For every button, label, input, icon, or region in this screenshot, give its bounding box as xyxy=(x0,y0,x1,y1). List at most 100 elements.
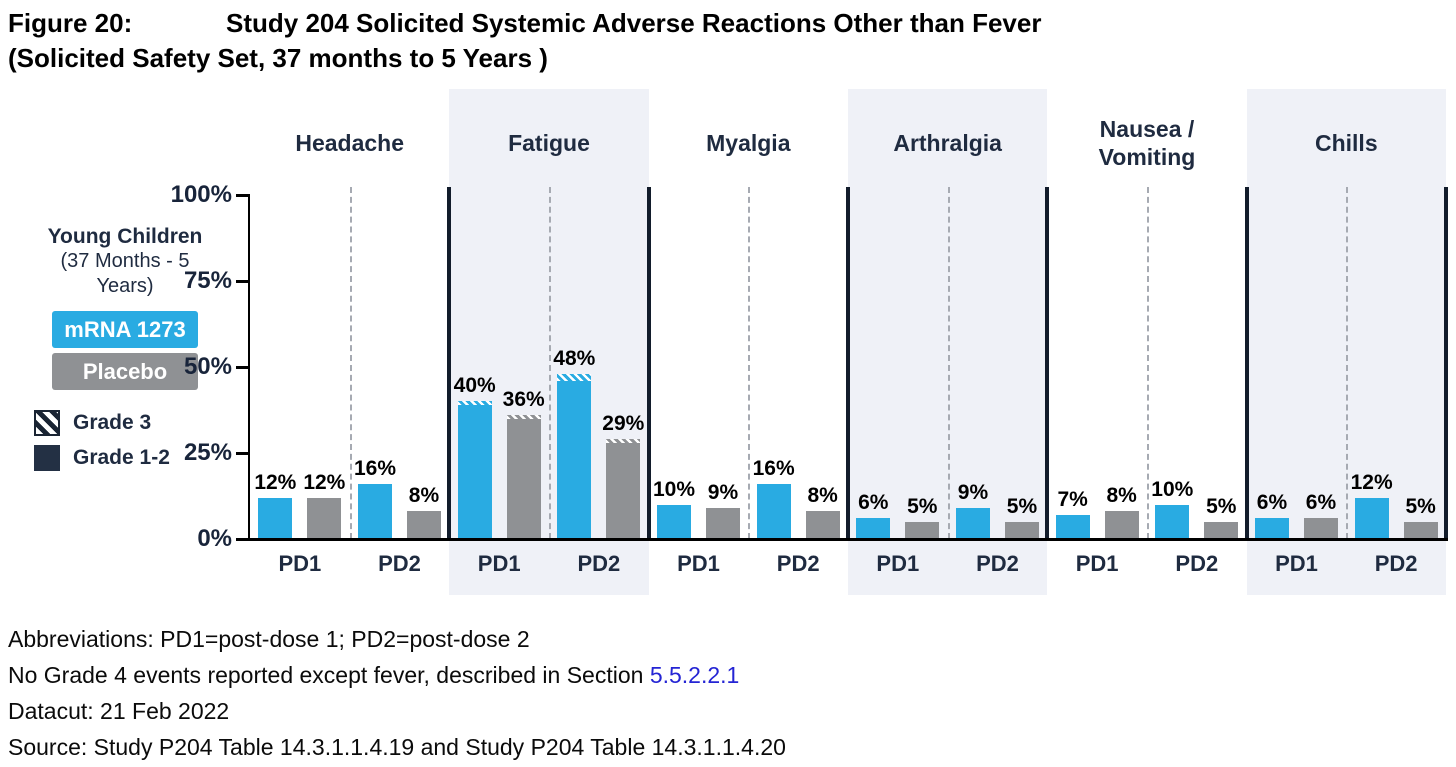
dose-label: PD2 xyxy=(976,551,1019,576)
footnote-datacut: Datacut: 21 Feb 2022 xyxy=(8,698,230,724)
bar-value-label: 6% xyxy=(1305,491,1337,515)
bar-group-pd2: 16% 8% xyxy=(350,195,450,539)
panel-separator xyxy=(447,187,452,539)
bar-value-label: 36% xyxy=(502,388,545,412)
bar-placebo: 36% xyxy=(503,388,545,539)
bar-mrna-1273: 6% xyxy=(856,491,891,539)
footnote-grade4: No Grade 4 events reported except fever,… xyxy=(8,657,786,693)
bar-placebo: 29% xyxy=(602,412,644,539)
panel-xlabels: PD1 PD2 xyxy=(848,551,1047,577)
panel-header: Chills xyxy=(1314,130,1378,156)
grade3-segment xyxy=(506,415,541,419)
y-tick-label: 75% xyxy=(183,267,232,294)
bar-group-pd1: 7% 8% xyxy=(1047,195,1147,539)
figure-number: Figure 20: xyxy=(8,8,133,38)
footnote-abbreviations: Abbreviations: PD1=post-dose 1; PD2=post… xyxy=(8,626,530,652)
bar-value-label: 7% xyxy=(1057,487,1088,511)
dose-label: PD1 xyxy=(876,551,920,576)
figure-title-text: Study 204 Solicited Systemic Adverse Rea… xyxy=(226,8,1042,38)
bar-value-label: 48% xyxy=(553,346,596,370)
bar-value-label: 5% xyxy=(1206,494,1237,518)
bar-value-label: 8% xyxy=(807,484,838,508)
dose-divider-line xyxy=(947,187,950,539)
bar-value-label: 12% xyxy=(1350,470,1393,494)
panel-separator xyxy=(845,187,850,539)
bar-value-label: 29% xyxy=(602,412,645,436)
panels: Headache 12% 12% 16% 8% PD1 PD2 Fatigue 40% 36% 48… xyxy=(250,89,1448,595)
panel-header: Arthralgia xyxy=(893,130,1002,156)
bar-placebo: 5% xyxy=(1204,495,1239,539)
figure-subtitle: (Solicited Safety Set, 37 months to 5 Ye… xyxy=(8,43,548,73)
panel-arthralgia: Arthralgia 6% 5% 9% 5% PD1 PD2 xyxy=(847,89,1050,595)
bar-group-pd1: 10% 9% xyxy=(649,195,749,539)
bar-group-pd2: 12% 5% xyxy=(1346,195,1446,539)
dose-label: PD1 xyxy=(1275,551,1318,576)
y-tick-mark xyxy=(236,193,250,197)
panel-plot: 6% 6% 12% 5% xyxy=(1247,187,1446,539)
grade12-swatch-icon xyxy=(34,445,60,471)
grade3-hatch-icon xyxy=(34,410,60,436)
bar-placebo: 9% xyxy=(705,481,740,539)
dose-label: PD1 xyxy=(1075,551,1119,576)
y-tick-label: 100% xyxy=(170,181,232,208)
grade3-segment xyxy=(457,401,492,405)
bar-value-label: 6% xyxy=(1256,491,1288,515)
panel-xlabels: PD1 PD2 xyxy=(250,551,449,577)
footnote-source: Source: Study P204 Table 14.3.1.1.4.19 a… xyxy=(8,734,786,760)
dose-divider-line xyxy=(548,187,551,539)
dose-label: PD1 xyxy=(477,551,521,576)
bar-value-label: 9% xyxy=(707,481,739,505)
figure-title-line1: Figure 20: Study 204 Solicited Systemic A… xyxy=(8,6,1041,41)
bar-group-pd2: 10% 5% xyxy=(1147,195,1247,539)
dose-divider-line xyxy=(1346,187,1349,539)
figure-title-block: Figure 20: Study 204 Solicited Systemic A… xyxy=(8,6,1041,76)
dose-label: PD2 xyxy=(378,551,421,576)
bar-value-label: 5% xyxy=(1405,494,1436,518)
panel-myalgia: Myalgia 10% 9% 16% 8% PD1 PD2 xyxy=(649,89,850,595)
legend-grade12-row: Grade 1-2 xyxy=(34,445,250,471)
panel-header: Myalgia xyxy=(706,130,791,156)
bar-mrna-1273: 7% xyxy=(1055,488,1090,539)
bar-value-label: 8% xyxy=(1106,484,1137,508)
dose-label: PD1 xyxy=(677,551,720,576)
y-tick-label: 25% xyxy=(183,439,232,466)
bar-value-label: 10% xyxy=(652,477,695,501)
y-axis: 100% 75% 50% 25% 0% xyxy=(0,89,250,595)
bar-mrna-1273: 16% xyxy=(753,457,795,539)
dose-label: PD1 xyxy=(278,551,322,576)
bar-mrna-1273: 9% xyxy=(955,481,990,539)
panel-plot: 12% 12% 16% 8% xyxy=(250,187,450,539)
panel-header: Headache xyxy=(295,130,404,156)
bar-value-label: 8% xyxy=(408,484,440,508)
dose-label: PD2 xyxy=(577,551,621,576)
y-tick-mark xyxy=(236,365,250,369)
bar-value-label: 9% xyxy=(957,481,989,505)
panel-plot: 10% 9% 16% 8% xyxy=(649,187,848,539)
panel-separator xyxy=(1244,187,1249,539)
bar-placebo: 12% xyxy=(303,471,345,539)
section-link[interactable]: 5.5.2.2.1 xyxy=(649,662,740,688)
grade3-segment xyxy=(606,439,641,443)
bar-value-label: 16% xyxy=(752,456,795,480)
panel-xlabels: PD1 PD2 xyxy=(649,551,848,577)
dose-divider-line xyxy=(1146,187,1149,539)
panel-plot: 7% 8% 10% 5% xyxy=(1047,187,1247,539)
y-tick-label: 0% xyxy=(197,525,232,552)
legend-group-subtitle-2: Years) xyxy=(96,275,154,297)
bar-mrna-1273: 12% xyxy=(254,471,296,539)
dose-label: PD2 xyxy=(1374,551,1418,576)
panel-xlabels: PD1 PD2 xyxy=(1047,551,1246,577)
bar-placebo: 8% xyxy=(1104,484,1139,539)
y-tick-mark xyxy=(236,451,250,455)
bar-placebo: 8% xyxy=(805,484,840,539)
y-tick-mark xyxy=(236,537,250,541)
dose-label: PD2 xyxy=(776,551,820,576)
panel-headache: Headache 12% 12% 16% 8% PD1 PD2 xyxy=(250,89,452,595)
panel-fatigue: Fatigue 40% 36% 48% 29% PD1 PD2 xyxy=(449,89,651,595)
bar-mrna-1273: 12% xyxy=(1351,471,1393,539)
bar-mrna-1273: 10% xyxy=(653,478,695,539)
panel-header: Nausea / Vomiting xyxy=(1098,116,1196,170)
grade3-segment xyxy=(557,373,592,381)
dose-divider-line xyxy=(349,187,352,539)
legend-mrna1273-chip: mRNA 1273 xyxy=(52,311,198,348)
